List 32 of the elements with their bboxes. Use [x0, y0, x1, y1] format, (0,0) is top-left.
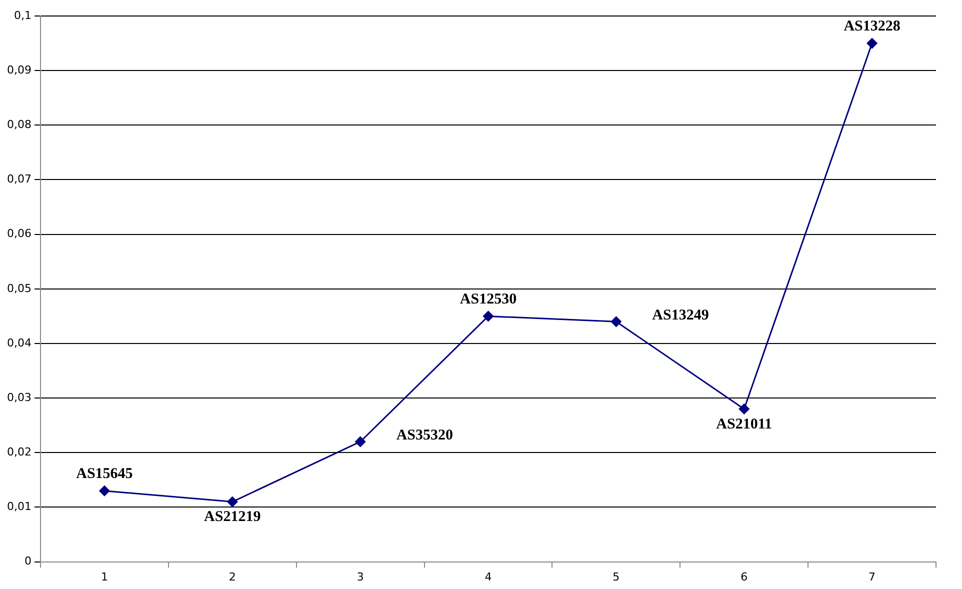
y-tick-label: 0 — [24, 554, 32, 568]
annotation: AS21219 — [204, 509, 261, 526]
x-tick-label: 2 — [228, 570, 236, 584]
y-tick-label: 0,07 — [6, 172, 32, 186]
point — [866, 38, 878, 49]
point — [227, 496, 238, 508]
point — [482, 310, 494, 322]
y-tick-label: 0,06 — [6, 227, 32, 240]
annotation: AS21011 — [716, 416, 772, 432]
y-tick-label: 0,04 — [6, 336, 32, 350]
point — [355, 436, 366, 447]
x-tick-label: 1 — [100, 570, 108, 584]
annotation: AS15645 — [76, 466, 133, 482]
x-tick-label: 3 — [356, 570, 364, 584]
annotation: AS13249 — [652, 308, 709, 324]
y-tick-label: 0,01 — [6, 500, 32, 514]
x-tick-label: 5 — [612, 570, 620, 584]
point — [99, 486, 110, 496]
x-tick-label: 6 — [740, 570, 748, 584]
y-tick-label: 0,03 — [6, 390, 32, 404]
y-tick-label: 0,08 — [6, 118, 32, 132]
y-tick-label: 0,09 — [6, 63, 32, 76]
y-tick-label: 0,02 — [6, 446, 32, 458]
annotation: AS12530 — [460, 292, 517, 308]
x-tick-label: 4 — [484, 570, 492, 584]
point — [738, 404, 750, 414]
point — [610, 316, 622, 327]
x-tick-label: 7 — [868, 570, 876, 584]
annotation: AS35320 — [396, 428, 454, 444]
y-tick-label: 0,05 — [6, 282, 32, 295]
y-tick-label: 0,1 — [14, 8, 32, 22]
annotation: AS13228 — [844, 18, 900, 35]
